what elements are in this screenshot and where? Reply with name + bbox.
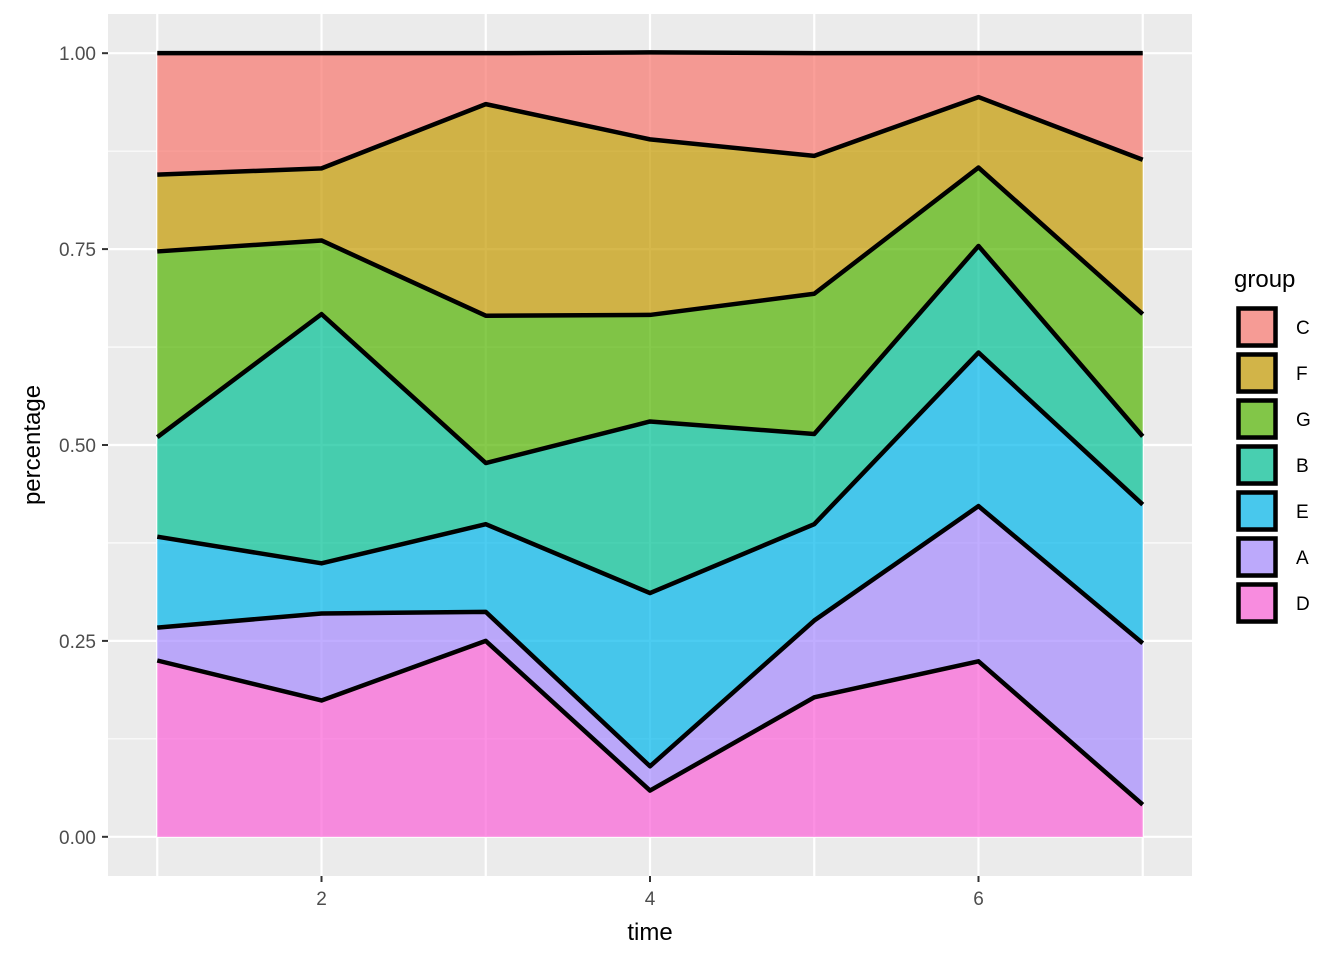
y-tick-label: 0.00 [59, 828, 96, 849]
outline-F [157, 94, 1144, 177]
legend-label-D: D [1296, 594, 1310, 615]
x-tick-label: 4 [645, 889, 656, 910]
legend-key-C [1236, 306, 1278, 348]
legend-key-G [1236, 398, 1278, 440]
area-B [157, 245, 1143, 594]
legend-key-F [1236, 352, 1278, 394]
outline-B [155, 243, 1145, 466]
x-tick-label: 2 [316, 889, 327, 910]
legend: group C F G B E A D [1234, 266, 1311, 624]
area-F [157, 97, 1143, 316]
area-C [157, 52, 1143, 175]
y-tick-label: 1.00 [59, 44, 96, 65]
y-tick-label: 0.75 [59, 240, 96, 261]
legend-key-E [1236, 490, 1278, 532]
area-A [157, 506, 1143, 805]
y-tick-label: 0.25 [59, 632, 96, 653]
outlines [155, 50, 1145, 807]
legend-key-B [1236, 444, 1278, 486]
legend-label-G: G [1296, 410, 1311, 431]
x-axis: 2 4 6 [316, 876, 984, 910]
area-E [157, 352, 1143, 767]
outline-G [157, 165, 1145, 318]
legend-label-E: E [1296, 502, 1309, 523]
legend-key-A [1236, 536, 1278, 578]
outline-E [156, 350, 1145, 596]
y-tick-label: 0.50 [59, 436, 96, 457]
legend-label-F: F [1296, 364, 1308, 385]
outline-A [157, 503, 1145, 769]
outline-D [156, 638, 1145, 807]
legend-key-D [1236, 582, 1278, 624]
legend-label-B: B [1296, 456, 1309, 477]
legend-title: group [1234, 266, 1295, 293]
y-axis-title: percentage [19, 385, 46, 505]
legend-label-A: A [1296, 548, 1309, 569]
x-axis-title: time [627, 919, 672, 946]
y-axis: 0.00 0.25 0.50 0.75 1.00 [59, 44, 108, 849]
legend-label-C: C [1296, 318, 1310, 339]
area-D [157, 640, 1143, 837]
outline-C [157, 50, 1143, 56]
x-tick-label: 6 [973, 889, 984, 910]
